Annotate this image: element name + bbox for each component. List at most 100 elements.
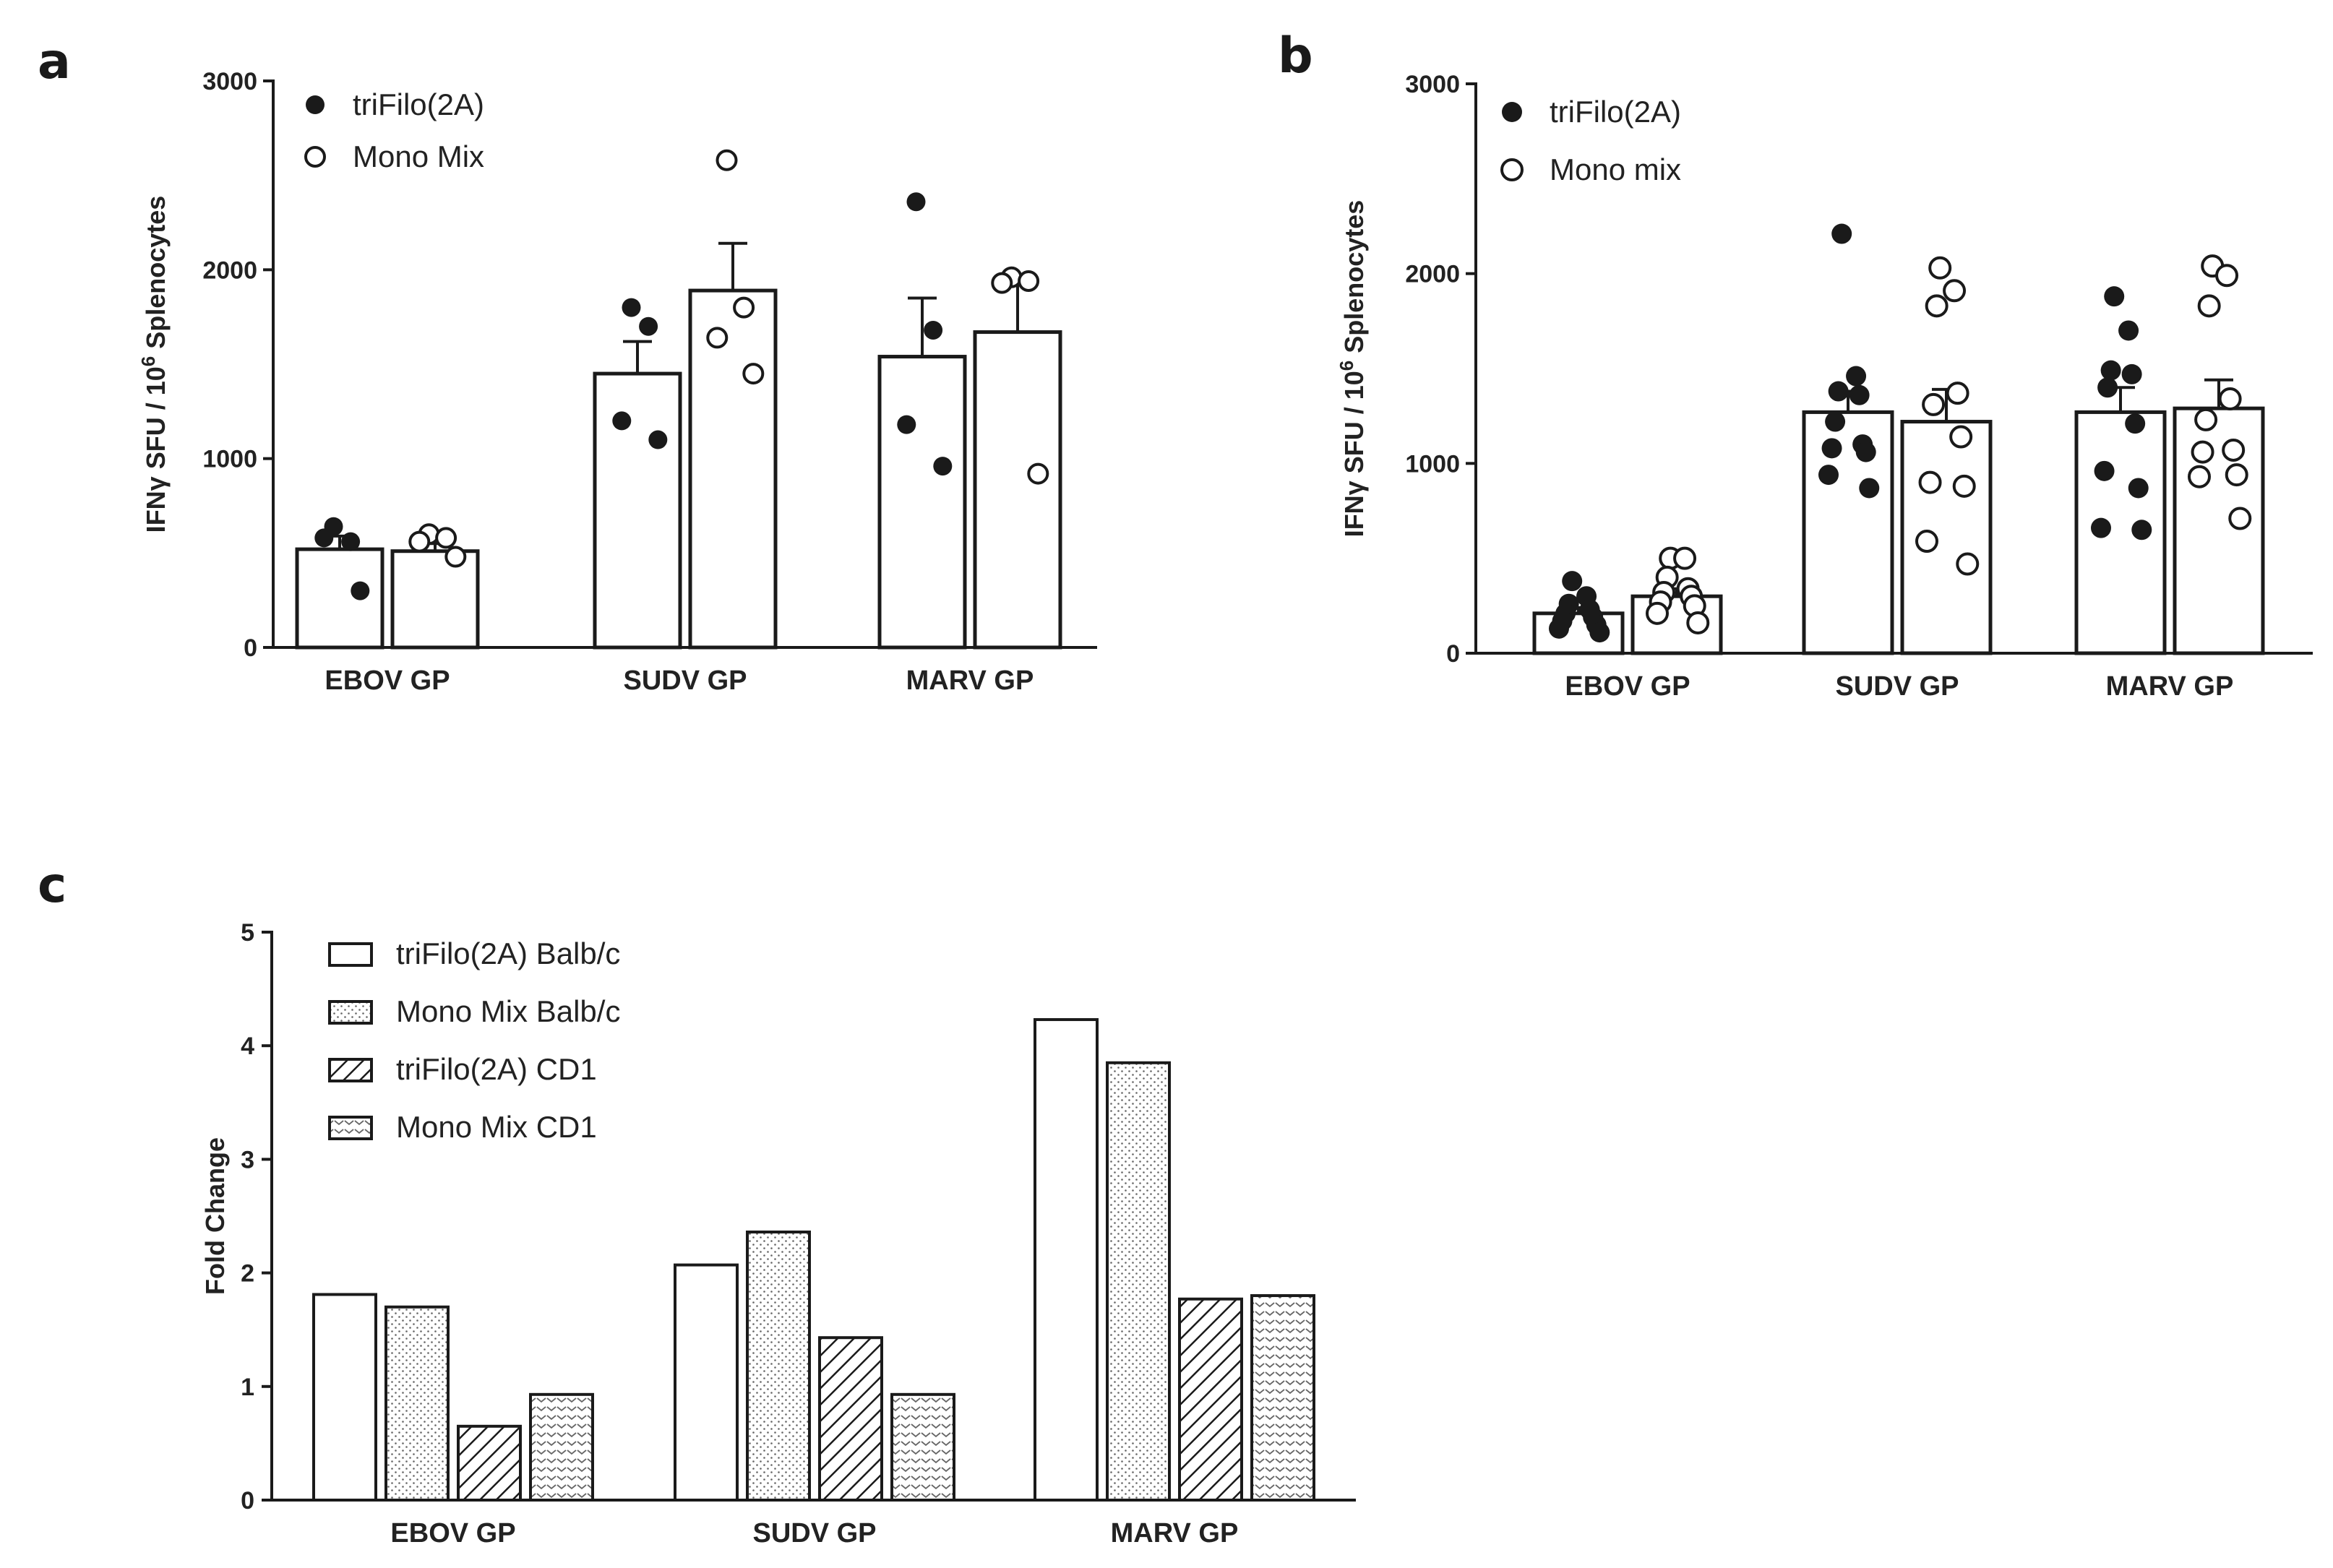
y-tick-label: 2 [241,1260,254,1288]
data-point-filled [1855,441,1876,462]
data-point-filled [1825,411,1846,432]
data-point-open [1645,601,1669,625]
bar [457,1424,522,1502]
bar [1178,1297,1243,1502]
data-point-open [1915,530,1938,553]
data-point-filled [2097,377,2118,398]
data-point-filled [2090,517,2111,538]
legend-label: Mono Mix [353,139,484,173]
legend-label: triFilo(2A) Balb/c [396,936,620,970]
data-point-open [1943,279,1967,303]
data-point-filled [2131,520,2152,540]
data-point-filled [1859,478,1880,499]
data-point-filled [2118,320,2139,341]
data-point-filled [314,528,334,548]
bar [973,330,1062,650]
data-point-filled [648,430,668,449]
legend-marker-open [1500,158,1524,181]
panel-b: b 0 1000 2000 3000 IFNγ SFU / 106 Splenocyte… [1278,27,2313,702]
data-point-open [2225,463,2248,487]
data-point-open [1928,256,1952,280]
panel-letter-c: c [38,857,66,914]
legend-label: Mono Mix Balb/c [396,994,620,1028]
data-point-filled [1849,384,1870,405]
x-category-label: SUDV GP [1835,671,1959,702]
data-point-open [1946,382,1969,405]
bar [688,288,778,650]
y-axis-title: IFNγ SFU / 106 Splenocytes [137,196,171,533]
data-point-filled [1821,438,1842,459]
bar [1802,410,1894,655]
data-point-open [2197,294,2221,318]
data-point-filled [2094,460,2115,481]
y-tick-label: 1000 [1405,450,1460,478]
panel-letter-a: a [38,33,71,90]
y-tick-label: 4 [241,1033,254,1060]
data-point-open [1922,392,1946,416]
y-axis-title: Fold Change [200,1137,230,1295]
bar [593,371,682,650]
legend-marker-filled [1502,102,1522,122]
data-point-filled [933,457,953,476]
legend-label: Mono Mix CD1 [396,1110,597,1144]
data-point-filled [2125,413,2146,434]
legend-swatch [328,1116,373,1140]
data-point-open [1956,552,1980,576]
data-point-open [706,327,729,349]
data-point-filled [612,411,632,431]
data-point-open [733,296,755,319]
y-tick-label: 3 [241,1146,254,1173]
data-point-open [1018,270,1040,293]
panel-letter-b: b [1278,27,1313,85]
bar [1034,1018,1099,1502]
data-point-open [2187,465,2211,488]
y-tick-label: 5 [241,919,254,947]
data-point-filled [2100,360,2121,381]
legend-label: triFilo(2A) [353,87,484,121]
bar [818,1336,883,1502]
data-point-filled [1589,622,1610,643]
legend-marker-filled [306,95,325,114]
x-category-label: EBOV GP [390,1518,515,1548]
data-point-open [1686,611,1710,634]
data-point-filled [1828,381,1849,402]
x-category-label: EBOV GP [1565,671,1690,702]
x-category-label: SUDV GP [752,1518,876,1548]
y-tick-label: 1000 [202,446,257,473]
data-point-filled [897,415,916,434]
data-point-open [2222,438,2246,462]
data-point-filled [639,316,658,336]
data-point-filled [1846,366,1867,387]
y-tick-label: 0 [244,634,257,662]
bar [890,1392,955,1502]
bar [390,549,480,650]
panel-a: a 0 1000 2000 3000 IFNγ SFU / 106 Splenocyte… [38,33,1097,696]
y-tick-label: 3000 [1405,71,1460,98]
data-point-filled [1831,223,1852,244]
data-point-open [1673,546,1697,570]
data-point-filled [2128,478,2149,499]
data-point-open [1949,425,1973,449]
y-tick-label: 0 [1446,640,1460,668]
data-point-filled [2104,286,2125,307]
data-point-open [742,363,765,385]
y-tick-label: 3000 [202,68,257,95]
data-point-open [2194,408,2218,431]
bar [1106,1061,1171,1502]
data-point-open [716,149,738,171]
bar [1250,1294,1315,1502]
y-tick-label: 2000 [1405,261,1460,288]
bar [529,1392,594,1502]
bar [295,547,384,650]
data-point-filled [924,320,943,340]
legend-label: triFilo(2A) [1550,95,1681,129]
legend-swatch [328,1000,373,1025]
data-point-filled [2121,363,2142,384]
data-point-filled [1548,618,1569,639]
data-point-open [408,530,431,553]
legend-swatch [328,1058,373,1082]
data-point-filled [341,532,361,551]
legend-swatch [328,942,373,967]
data-point-open [2228,507,2252,530]
